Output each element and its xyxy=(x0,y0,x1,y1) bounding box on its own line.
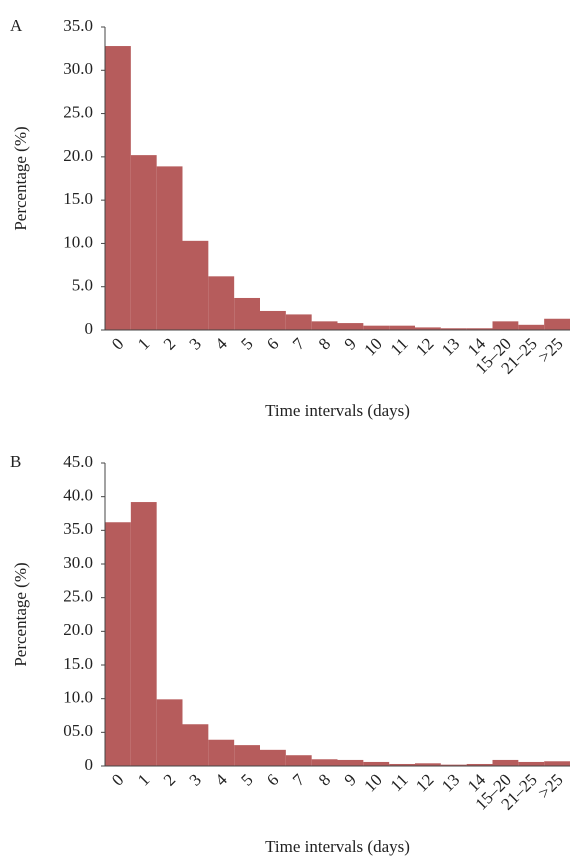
bar xyxy=(260,310,286,330)
x-tick-label: 1 xyxy=(134,334,153,353)
bar xyxy=(415,763,441,766)
x-tick-label: 8 xyxy=(315,334,334,353)
x-tick-label: 11 xyxy=(387,770,412,795)
x-tick-label: 6 xyxy=(263,770,282,789)
y-tick-label: 35.0 xyxy=(63,16,93,35)
bar xyxy=(105,522,131,766)
bar xyxy=(156,699,183,766)
x-tick-label: 0 xyxy=(108,334,127,353)
y-tick-label: 05.0 xyxy=(63,721,93,740)
x-tick-label: 1 xyxy=(134,770,153,789)
x-tick-label: 9 xyxy=(341,770,360,789)
bar xyxy=(466,763,493,766)
bar xyxy=(156,166,183,330)
bar xyxy=(466,328,493,330)
bar xyxy=(130,155,157,330)
x-tick-label: 3 xyxy=(186,334,205,353)
x-axis-label: Time intervals (days) xyxy=(265,401,410,420)
bar xyxy=(544,318,570,330)
bar xyxy=(182,724,209,766)
bar xyxy=(440,764,467,766)
y-tick-label: 25.0 xyxy=(63,102,93,121)
bar xyxy=(389,325,415,330)
x-tick-label: 3 xyxy=(186,770,205,789)
x-tick-label: >25 xyxy=(534,770,566,802)
y-tick-label: 20.0 xyxy=(63,620,93,639)
bar xyxy=(518,324,545,330)
bar xyxy=(544,761,570,766)
bar xyxy=(363,325,390,330)
x-tick-label: 10 xyxy=(360,334,385,359)
x-tick-label: >25 xyxy=(534,334,566,366)
x-tick-label: 12 xyxy=(412,770,437,795)
x-tick-label: 12 xyxy=(412,334,437,359)
bar xyxy=(285,314,312,330)
y-tick-label: 5.0 xyxy=(72,276,93,295)
bar xyxy=(363,761,390,766)
y-tick-label: 25.0 xyxy=(63,587,93,606)
bar xyxy=(415,327,441,330)
bar xyxy=(311,759,338,766)
y-tick-label: 15.0 xyxy=(63,654,93,673)
panel-label: A xyxy=(10,16,23,35)
bar xyxy=(234,297,260,330)
x-tick-label: 11 xyxy=(387,334,412,359)
x-tick-label: 13 xyxy=(438,770,463,795)
y-tick-label: 15.0 xyxy=(63,189,93,208)
bar xyxy=(105,46,131,330)
x-tick-label: 9 xyxy=(341,334,360,353)
bar xyxy=(440,328,467,330)
x-tick-label: 5 xyxy=(237,770,256,789)
bar xyxy=(182,240,209,330)
y-axis-label: Percentage (%) xyxy=(11,562,30,666)
bar xyxy=(234,745,260,766)
bar xyxy=(337,759,364,766)
x-tick-label: 4 xyxy=(211,770,231,790)
x-tick-label: 4 xyxy=(211,334,231,354)
bar xyxy=(492,759,519,766)
y-tick-label: 30.0 xyxy=(63,553,93,572)
bar xyxy=(389,763,415,766)
x-axis-label: Time intervals (days) xyxy=(265,837,410,856)
y-tick-label: 10.0 xyxy=(63,232,93,251)
y-tick-label: 40.0 xyxy=(63,486,93,505)
bar xyxy=(285,755,312,766)
x-tick-label: 7 xyxy=(289,334,309,354)
x-tick-label: 5 xyxy=(237,334,256,353)
bar xyxy=(518,761,545,766)
x-tick-label: 0 xyxy=(108,770,127,789)
y-tick-label: 20.0 xyxy=(63,146,93,165)
bar xyxy=(208,276,235,330)
x-tick-label: 2 xyxy=(160,334,179,353)
x-tick-label: 8 xyxy=(315,770,334,789)
x-tick-label: 6 xyxy=(263,334,282,353)
bar xyxy=(311,321,338,330)
bar xyxy=(337,323,364,330)
y-tick-label: 10.0 xyxy=(63,688,93,707)
bar xyxy=(130,502,157,766)
bar xyxy=(208,739,235,766)
y-tick-label: 30.0 xyxy=(63,59,93,78)
x-tick-label: 2 xyxy=(160,770,179,789)
x-tick-label: 10 xyxy=(360,770,385,795)
panel-label: B xyxy=(10,452,21,471)
y-tick-label: 45.0 xyxy=(63,452,93,471)
y-tick-label: 0 xyxy=(85,319,94,338)
x-tick-label: 13 xyxy=(438,334,463,359)
bar xyxy=(260,749,286,766)
bar xyxy=(492,321,519,330)
y-tick-label: 0 xyxy=(85,755,94,774)
y-tick-label: 35.0 xyxy=(63,519,93,538)
y-axis-label: Percentage (%) xyxy=(11,126,30,230)
x-tick-label: 7 xyxy=(289,770,309,790)
